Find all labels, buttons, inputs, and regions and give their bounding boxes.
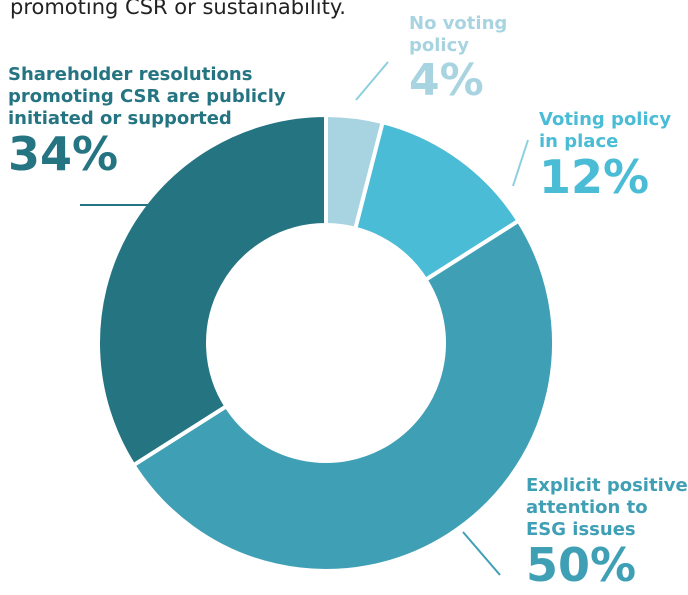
- slice-explicit-positive-attention-to-esg-issues: [130, 218, 556, 573]
- leader-line-3: [462, 531, 501, 576]
- slice-shareholder-resolutions-promoting-csr-are-publicly-initiated-or-supported: [96, 112, 328, 468]
- slice-label-explicit-positive-line-1: Explicit positive: [526, 475, 688, 496]
- leader-line-2: [512, 139, 529, 187]
- slice-label-explicit-positive-line-2: attention to: [526, 497, 648, 518]
- slice-label-explicit-positive-line-3: ESG issues: [526, 519, 636, 540]
- slice-value-shareholder-resolutions: 34%: [8, 127, 118, 181]
- intro-text: promoting CSR or sustainability.: [10, 0, 346, 19]
- leader-line-1: [355, 61, 389, 101]
- slice-label-voting-policy-line-2: in place: [539, 131, 618, 152]
- slice-label-shareholder-resolutions-line-2: promoting CSR are publicly: [8, 86, 286, 107]
- donut-slices: [96, 112, 556, 573]
- slice-label-no-voting-line-2: policy: [409, 35, 469, 56]
- slice-value-voting-policy: 12%: [539, 150, 649, 204]
- slice-label-shareholder-resolutions-line-1: Shareholder resolutions: [8, 64, 252, 85]
- slice-value-explicit-positive: 50%: [526, 538, 636, 592]
- slice-label-voting-policy-line-1: Voting policy: [539, 109, 671, 130]
- slice-value-no-voting: 4%: [409, 55, 484, 106]
- slice-label-shareholder-resolutions-line-3: initiated or supported: [8, 108, 232, 129]
- leader-lines: [80, 61, 529, 576]
- slice-label-no-voting-line-1: No voting: [409, 13, 507, 34]
